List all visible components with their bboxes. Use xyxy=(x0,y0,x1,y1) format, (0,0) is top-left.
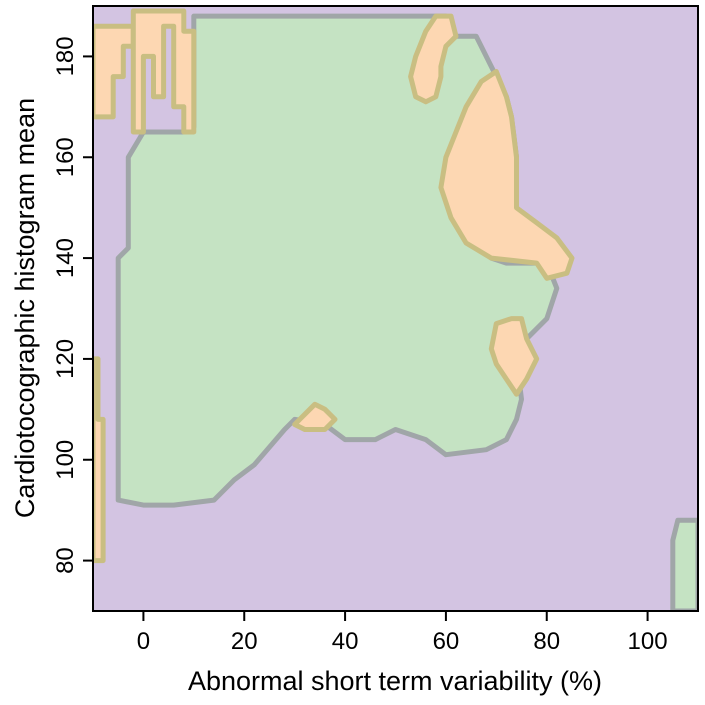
plot-frame xyxy=(92,5,699,612)
region-orange-5 xyxy=(292,401,338,432)
x-tick-label: 100 xyxy=(628,628,668,655)
region-orange-7 xyxy=(130,8,197,135)
x-tick-label: 20 xyxy=(231,628,258,655)
y-axis-title: Cardiotocographic histogram mean xyxy=(10,98,40,518)
y-tick-label: 180 xyxy=(52,36,79,76)
y-tick-label: 80 xyxy=(52,547,79,574)
y-tick-label: 140 xyxy=(52,238,79,278)
x-tick-label: 40 xyxy=(332,628,359,655)
region-orange-4 xyxy=(488,316,540,397)
y-tick-label: 160 xyxy=(52,137,79,177)
region-orange-6 xyxy=(93,23,136,120)
region-orange-8 xyxy=(93,356,106,564)
region-orange-2 xyxy=(408,13,459,105)
x-axis-ticks: 0 20 40 60 80 100 xyxy=(137,611,668,655)
y-tick-label: 100 xyxy=(52,440,79,480)
x-tick-label: 80 xyxy=(533,628,560,655)
x-tick-label: 0 xyxy=(137,628,150,655)
y-tick-label: 120 xyxy=(52,339,79,379)
region-orange-3 xyxy=(438,69,575,281)
decision-regions xyxy=(93,8,698,611)
region-green-1 xyxy=(670,517,698,611)
y-axis-ticks: 80 100 120 140 160 180 xyxy=(52,36,93,574)
x-tick-label: 60 xyxy=(433,628,460,655)
x-axis-title: Abnormal short term variability (%) xyxy=(188,666,602,696)
